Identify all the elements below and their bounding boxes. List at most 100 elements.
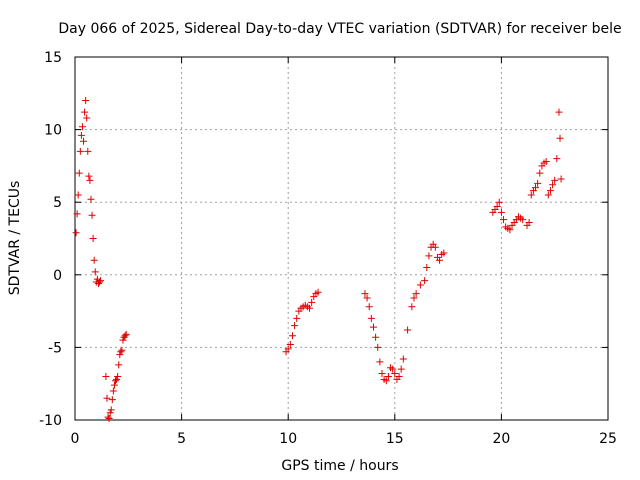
data-point	[527, 191, 535, 199]
data-point	[423, 264, 431, 272]
data-point	[525, 219, 533, 227]
data-point	[82, 97, 90, 105]
data-point	[308, 298, 316, 306]
x-tick-label: 15	[386, 431, 404, 447]
data-point	[532, 184, 540, 192]
data-point	[114, 372, 122, 380]
data-point	[397, 365, 405, 373]
data-point	[291, 322, 299, 330]
data-point	[555, 108, 563, 116]
data-point	[369, 323, 377, 331]
data-point	[81, 108, 89, 116]
data-point	[399, 355, 407, 363]
data-point	[286, 340, 294, 348]
x-tick-label: 25	[599, 431, 617, 447]
data-point	[553, 155, 561, 163]
data-point	[116, 351, 124, 359]
data-point	[91, 268, 99, 276]
data-point	[88, 211, 96, 219]
y-axis-label: SDTVAR / TECUs	[7, 181, 23, 296]
data-point	[72, 229, 80, 237]
data-point	[436, 256, 444, 264]
data-point	[378, 370, 386, 378]
data-point	[112, 377, 120, 385]
data-point	[376, 358, 384, 366]
data-point	[74, 191, 82, 199]
data-point	[382, 377, 390, 385]
x-tick-label: 10	[279, 431, 297, 447]
y-tick-label: -5	[48, 340, 62, 356]
data-point	[384, 372, 392, 380]
data-point	[425, 252, 433, 260]
data-point	[395, 372, 403, 380]
chart-title: Day 066 of 2025, Sidereal Day-to-day VTE…	[58, 21, 621, 37]
data-point	[96, 278, 104, 286]
data-point	[404, 326, 412, 334]
data-point	[108, 396, 116, 404]
data-point	[306, 304, 314, 312]
data-point	[500, 216, 508, 224]
data-point	[83, 114, 91, 122]
data-point	[412, 290, 420, 298]
data-point	[497, 208, 505, 216]
data-point	[440, 249, 448, 257]
data-point	[102, 372, 110, 380]
data-point	[80, 137, 88, 145]
data-point	[86, 176, 94, 184]
data-point	[97, 277, 105, 285]
x-tick-label: 5	[177, 431, 186, 447]
data-point	[77, 131, 85, 139]
axis-ticks: 0 5 10 15 20 25 -10 -5 0 5 10 15	[39, 50, 617, 447]
data-point	[367, 314, 375, 322]
x-tick-label: 0	[71, 431, 80, 447]
data-point	[519, 216, 527, 224]
data-point	[408, 303, 416, 311]
data-point	[544, 191, 552, 199]
data-point	[118, 346, 126, 354]
data-point	[107, 406, 115, 414]
y-tick-label: 5	[53, 195, 62, 211]
data-point	[106, 409, 114, 417]
data-point	[534, 179, 542, 187]
data-points	[72, 97, 565, 423]
data-point	[103, 394, 111, 402]
data-point	[495, 198, 503, 206]
data-point	[78, 123, 86, 131]
data-point	[113, 375, 121, 383]
data-point	[117, 348, 125, 356]
data-point	[284, 345, 292, 353]
data-point	[506, 226, 514, 234]
data-point	[542, 158, 550, 166]
data-point	[410, 294, 418, 302]
x-axis-label: GPS time / hours	[281, 458, 398, 474]
data-point	[87, 195, 95, 203]
data-point	[314, 288, 322, 296]
data-point	[391, 370, 399, 378]
y-tick-label: 0	[53, 268, 62, 284]
data-point	[110, 381, 118, 389]
data-point	[115, 361, 123, 369]
data-point	[109, 387, 117, 395]
y-tick-label: 15	[44, 50, 62, 66]
data-point	[121, 332, 129, 340]
plot-frame	[74, 56, 609, 421]
data-point	[288, 332, 296, 340]
data-point	[75, 169, 83, 177]
data-point	[73, 210, 81, 218]
data-point	[85, 172, 93, 180]
data-point	[421, 277, 429, 285]
data-point	[122, 330, 130, 338]
data-point	[104, 413, 112, 421]
data-point	[89, 235, 97, 242]
data-point	[556, 134, 564, 142]
data-point	[105, 415, 113, 423]
data-point	[431, 243, 439, 251]
data-point	[84, 147, 92, 155]
data-point	[374, 343, 382, 351]
data-point	[536, 169, 544, 177]
data-point	[361, 290, 369, 298]
data-point	[119, 336, 127, 344]
data-point	[416, 281, 424, 289]
data-point	[549, 181, 557, 189]
